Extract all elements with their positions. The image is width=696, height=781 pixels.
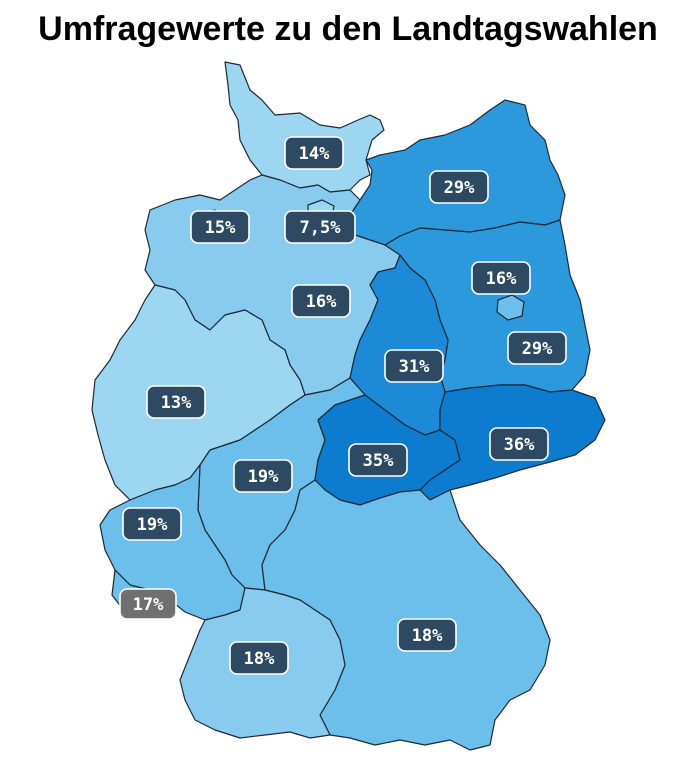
label-bremen: 15%	[190, 210, 250, 244]
svg-text:35%: 35%	[363, 451, 394, 471]
map-title: Umfragewerte zu den Landtagswahlen	[38, 10, 658, 48]
svg-text:31%: 31%	[399, 357, 430, 377]
label-mecklenburg-vorpommern: 29%	[429, 170, 489, 204]
svg-text:16%: 16%	[486, 269, 517, 289]
label-rheinland-pfalz: 19%	[122, 507, 182, 541]
label-baden-wuerttemberg: 18%	[229, 641, 289, 675]
svg-text:15%: 15%	[205, 218, 236, 238]
label-hessen: 19%	[233, 459, 293, 493]
label-niedersachsen: 16%	[291, 284, 351, 318]
svg-text:18%: 18%	[244, 649, 275, 669]
label-nordrhein-westfalen: 13%	[146, 385, 206, 419]
label-brandenburg: 16%	[471, 261, 531, 295]
svg-text:14%: 14%	[299, 144, 330, 164]
svg-text:29%: 29%	[444, 178, 475, 198]
state-schleswig-holstein[interactable]	[224, 61, 385, 193]
svg-text:19%: 19%	[248, 467, 279, 487]
label-saarland: 17%	[119, 588, 177, 620]
state-berlin[interactable]	[496, 294, 525, 321]
label-sachsen-anhalt: 31%	[384, 349, 444, 383]
label-hamburg: 7,5%	[284, 210, 356, 244]
svg-text:36%: 36%	[504, 435, 535, 455]
label-thueringen: 35%	[348, 443, 408, 477]
svg-text:7,5%: 7,5%	[300, 218, 342, 238]
svg-text:19%: 19%	[137, 515, 168, 535]
label-schleswig-holstein: 14%	[284, 136, 344, 170]
svg-text:18%: 18%	[412, 626, 443, 646]
svg-text:17%: 17%	[133, 595, 164, 615]
label-bayern: 18%	[397, 618, 457, 652]
label-berlin: 29%	[507, 331, 567, 365]
svg-text:13%: 13%	[161, 393, 192, 413]
label-sachsen: 36%	[489, 427, 549, 461]
labels-layer: 14% 29% 15% 7,5% 16% 16% 29% 31%	[119, 136, 567, 675]
svg-text:16%: 16%	[306, 292, 337, 312]
svg-text:29%: 29%	[522, 339, 553, 359]
